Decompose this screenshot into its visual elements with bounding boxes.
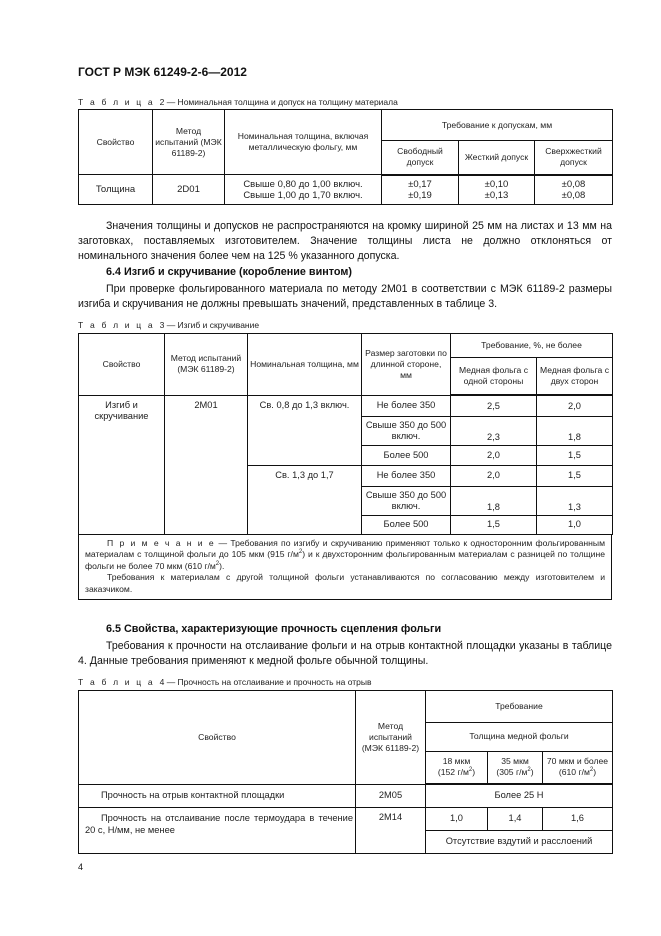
table4-caption: Т а б л и ц а 4 — Прочность на отслаиван… [78, 676, 372, 687]
cell-nominal: Св. 0,8 до 1,3 включ. [247, 394, 362, 466]
header-free: Свободный допуск [381, 140, 459, 176]
cell-one: 1,5 [450, 514, 537, 535]
table3-note: П р и м е ч а н и е — Требования по изги… [78, 534, 612, 601]
cell-one: 1,8 [450, 485, 537, 516]
cell-nominal: Св. 1,3 до 1,7 [247, 464, 362, 535]
table2: Свойство Метод испытаний (МЭК 61189-2) Н… [78, 109, 613, 205]
cell-two: 1,3 [535, 485, 614, 516]
cell-one: 2,0 [450, 464, 537, 487]
header-size: Размер заготовки по длинной стороне, мм [361, 332, 451, 396]
document-page: ГОСТ Р МЭК 61249-2-6—2012 Т а б л и ц а … [78, 0, 614, 893]
cell-extra: Отсутствие вздутий и расслоений [424, 829, 614, 854]
header-70um: 70 мкм и более (610 г/м2) [541, 750, 614, 786]
cell-two: 2,0 [535, 394, 614, 417]
cell-two: 1,5 [535, 444, 614, 466]
header-hard: Жесткий допуск [458, 140, 535, 176]
cell-size: Более 500 [361, 514, 451, 535]
table-row: Прочность на отрыв контактной площадки 2… [78, 783, 614, 808]
cell-nominal: Свыше 0,80 до 1,00 включ. Свыше 1,00 до 1… [224, 174, 382, 205]
paragraph: При проверке фольгированного материала п… [78, 283, 612, 311]
paragraph: Требования к прочности на отслаивание фо… [78, 640, 612, 667]
cell-method: 2М01 [164, 394, 248, 535]
header-one-side: Медная фольга с одной стороны [450, 356, 537, 397]
cell-property: Изгиб и скручивание [78, 394, 165, 535]
header-nominal: Номинальная толщина, мм [247, 332, 362, 396]
header-property: Свойство [78, 689, 356, 785]
cell-superhard: ±0,08 ±0,08 [534, 174, 613, 205]
header-requirement: Требование к допускам, мм [381, 109, 613, 141]
table2-caption: Т а б л и ц а 2 — Номинальная толщина и … [78, 97, 398, 107]
header-method: Метод испытаний (МЭК 61189-2) [355, 689, 426, 785]
cell-method: 2М14 [355, 806, 426, 854]
table-row: Отсутствие вздутий и расслоений [79, 829, 614, 854]
cell-value: Более 25 Н [424, 783, 614, 808]
header-requirement: Требование [424, 689, 614, 723]
header-35um: 35 мкм (305 г/м2) [487, 750, 543, 786]
table-row: Св. 1,3 до 1,7 Не более 350 2,0 1,5 [79, 464, 614, 535]
cell-35um: 1,4 [487, 806, 543, 831]
cell-two: 1,5 [535, 464, 614, 487]
section-heading-6-5: 6.5 Свойства, характеризующие прочность … [106, 623, 442, 636]
table4: Свойство Метод испытаний (МЭК 61189-2) Т… [78, 689, 614, 854]
cell-property: Прочность на отрыв контактной площадки [78, 783, 356, 808]
cell-size: Более 500 [361, 444, 451, 466]
section-heading-6-4: 6.4 Изгиб и скручивание (коробление винт… [106, 266, 352, 279]
cell-property: Толщина [78, 174, 153, 205]
cell-two: 1,0 [535, 514, 614, 535]
cell-size: Не более 350 [361, 464, 451, 487]
cell-size: Не более 350 [361, 394, 451, 417]
cell-one: 2,3 [450, 415, 537, 446]
header-nominal: Номинальная толщина, включая металлическ… [224, 109, 382, 175]
paragraph: Значения толщины и допусков не распростр… [78, 220, 612, 262]
cell-two: 1,8 [535, 415, 614, 446]
header-requirement: Требование, %, не более [449, 332, 614, 358]
cell-hard: ±0,10 ±0,13 [458, 174, 535, 205]
cell-18um: 1,0 [425, 806, 488, 831]
header-18um: 18 мкм (152 г/м2) [425, 750, 488, 786]
document-header: ГОСТ Р МЭК 61249-2-6—2012 [78, 65, 247, 79]
header-superhard: Сверхжесткий допуск [534, 140, 613, 176]
cell-one: 2,0 [450, 444, 537, 466]
table-row: Свыше 350 до 500 включ. 2,3 1,8 [79, 415, 614, 446]
table3-caption: Т а б л и ц а 3 — Изгиб и скручивание [78, 319, 260, 330]
table-row: Толщина 2D01 Свыше 0,80 до 1,00 включ. Св… [78, 174, 613, 205]
header-property: Свойство [78, 332, 165, 396]
table-row: Более 500 1,5 1,0 [79, 514, 614, 535]
table-row: Прочность на отслаивание после термоудар… [78, 806, 614, 854]
cell-70um: 1,6 [541, 806, 614, 831]
header-method: Метод испытаний (МЭК 61189-2) [152, 109, 225, 175]
header-thickness: Толщина медной фольги [424, 721, 614, 752]
cell-method: 2D01 [152, 174, 225, 205]
cell-free: ±0,17 ±0,19 [381, 174, 459, 205]
table-row: Изгиб и скручивание 2М01 Св. 0,8 до 1,3 … [78, 394, 614, 535]
header-property: Свойство [78, 109, 153, 175]
cell-one: 2,5 [450, 394, 537, 417]
cell-size: Свыше 350 до 500 включ. [361, 485, 451, 516]
table3: Свойство Метод испытаний (МЭК 61189-2) Н… [78, 332, 614, 535]
header-two-sides: Медная фольга с двух сторон [535, 356, 614, 397]
cell-property: Прочность на отслаивание после термоудар… [78, 806, 356, 854]
cell-method: 2М05 [355, 783, 426, 808]
header-method: Метод испытаний (МЭК 61189-2) [164, 332, 248, 396]
page-number: 4 [78, 861, 84, 872]
cell-size: Свыше 350 до 500 включ. [361, 415, 451, 446]
